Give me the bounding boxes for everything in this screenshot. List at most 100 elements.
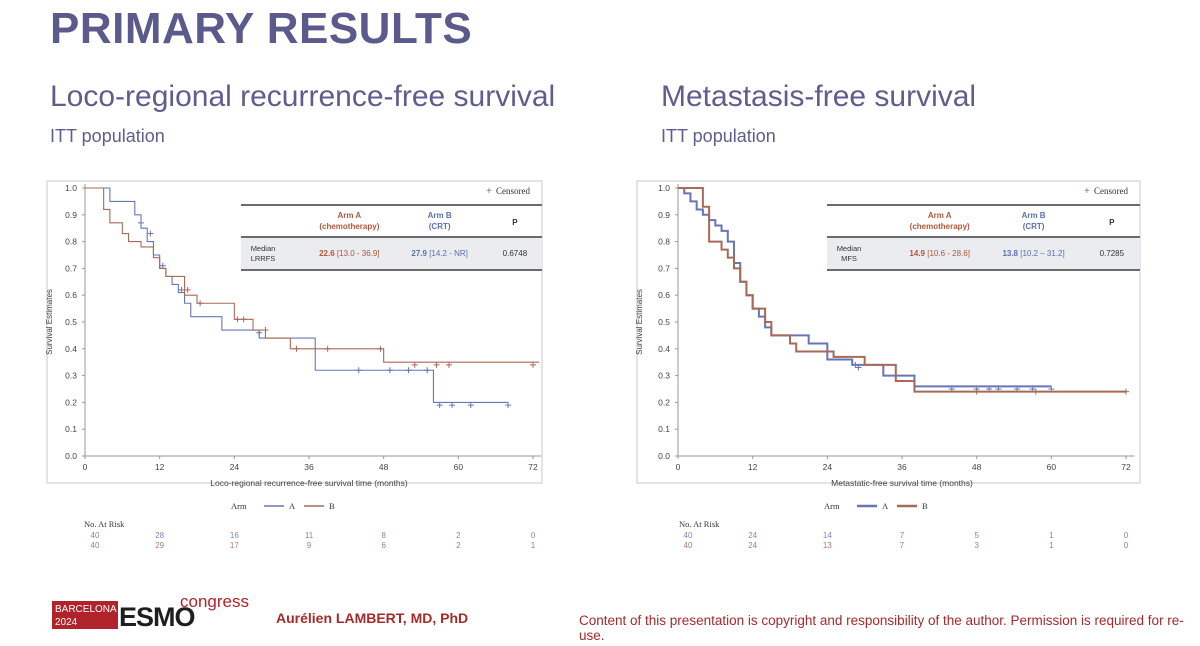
censored-key-label: Censored [1094,186,1128,196]
y-tick-label: 0.9 [658,210,670,220]
y-tick-label: 0.8 [658,237,670,247]
y-tick-label: 0.1 [658,424,670,434]
arm-b-median-ci: [10.2 – 31.2] [1020,249,1064,258]
censor-mark-arm-a [178,286,185,293]
arm-a-median-value: 22.6 [319,249,337,258]
mfs-chart: 0.00.10.20.30.40.50.60.70.80.91.00 12 24 36… [635,180,1141,550]
at-risk-count-a: 40 [684,531,693,540]
right-subtitle: ITT population [661,126,776,146]
at-risk-count-b: 1 [531,541,536,550]
at-risk-count-b: 40 [684,541,693,550]
arm-b-median-value: 27.9 [411,249,429,258]
censor-mark-arm-b [433,361,440,368]
table-arm-a-subheader: (chemotherapy) [319,222,379,231]
table-row-label: Median [251,244,276,253]
censor-mark-arm-b [240,316,247,323]
censor-mark-arm-a [386,367,393,374]
x-tick-label: 12 [748,462,758,472]
page-title: PRIMARY RESULTS [50,4,473,53]
at-risk-count-a: 14 [823,531,832,540]
y-tick-label: 0.4 [658,344,670,354]
at-risk-count-a: 28 [155,531,164,540]
table-arm-b-subheader: (CRT) [1023,222,1045,231]
at-risk-count-b: 0 [1124,541,1129,550]
at-risk-count-b: 1 [1049,541,1054,550]
table-p-header: P [1109,218,1115,227]
copyright-notice: Content of this presentation is copyrigh… [579,613,1184,643]
chart-frame [636,180,1141,484]
y-tick-label: 0.5 [658,317,670,327]
x-tick-label: 48 [972,462,982,472]
km-curve-arm-b [678,187,1126,393]
x-tick-label: 60 [1047,462,1057,472]
table-arm-a-median: 14.9 [10.6 - 28.6] [909,249,970,258]
table-row-label-2: MFS [841,254,857,263]
table-arm-b-median: 27.9 [14.2 - NR] [411,249,467,258]
at-risk-count-a: 40 [91,531,100,540]
at-risk-count-b: 40 [91,541,100,550]
y-tick-label: 0.7 [658,263,670,273]
y-tick-label: 1.0 [658,183,670,193]
censor-mark-arm-b [324,345,331,352]
y-tick-label: 0.3 [658,371,670,381]
chart-frame [46,180,543,484]
at-risk-count-b: 7 [900,541,905,550]
y-tick-label: 0.0 [65,451,77,461]
table-arm-b-header: Arm B [1022,211,1046,220]
x-tick-label: 72 [528,462,538,472]
censored-key-label: Censored [496,186,530,196]
left-section-title: Loco-regional recurrence-free survival [50,80,556,113]
legend-title: Arm [231,501,247,511]
at-risk-count-a: 24 [748,531,757,540]
censor-mark-arm-b [197,300,204,307]
censor-mark-arm-b [234,316,241,323]
at-risk-count-a: 5 [974,531,979,540]
at-risk-count-a: 0 [1124,531,1129,540]
at-risk-count-a: 0 [531,531,536,540]
table-arm-b-header: Arm B [428,211,452,220]
at-risk-count-a: 16 [230,531,239,540]
table-arm-a-subheader: (chemotherapy) [910,222,970,231]
x-tick-label: 36 [897,462,907,472]
logo-city-box: BARCELONA 2024 [52,601,118,629]
left-subtitle: ITT population [50,126,165,146]
table-arm-b-subheader: (CRT) [429,222,451,231]
censor-mark-arm-a [855,364,862,371]
censor-mark-arm-a [852,361,859,368]
logo-year: 2024 [55,617,78,628]
censor-mark-arm-b [184,286,191,293]
x-tick-label: 36 [304,462,314,472]
x-tick-label: 0 [83,462,88,472]
y-tick-label: 0.2 [65,397,77,407]
arm-b-median-value: 13.8 [1002,249,1020,258]
y-tick-label: 0.9 [65,210,77,220]
table-p-header: P [512,218,518,227]
at-risk-count-a: 7 [900,531,905,540]
table-arm-a-header: Arm A [928,211,952,220]
censor-mark-arm-b [262,327,269,334]
censor-mark-arm-a [424,367,431,374]
legend-label-b: B [329,501,335,511]
censor-mark-arm-b [377,345,384,352]
censor-mark-arm-a [505,402,512,409]
table-row-label: Median [837,244,862,253]
table-p-value: 0.7285 [1100,249,1125,258]
censor-mark-arm-b [973,388,980,395]
arm-a-median-value: 14.9 [909,249,927,258]
censor-mark-arm-a [159,262,166,269]
logo-congress-text: congress [180,592,249,611]
at-risk-count-a: 8 [381,531,386,540]
at-risk-label: No. At Risk [679,519,720,529]
y-tick-label: 0.5 [65,317,77,327]
y-tick-label: 0.2 [658,397,670,407]
y-axis-label: Survival Estimates [635,289,644,355]
x-tick-label: 12 [155,462,165,472]
censored-key-symbol: + [486,186,492,197]
logo-esmo-text: ESMO [119,602,196,632]
y-tick-label: 0.6 [658,290,670,300]
y-tick-label: 0.6 [65,290,77,300]
km-curve-arm-b [85,187,540,363]
at-risk-count-b: 13 [823,541,832,550]
y-tick-label: 1.0 [65,183,77,193]
table-p-value: 0.6748 [503,249,528,258]
